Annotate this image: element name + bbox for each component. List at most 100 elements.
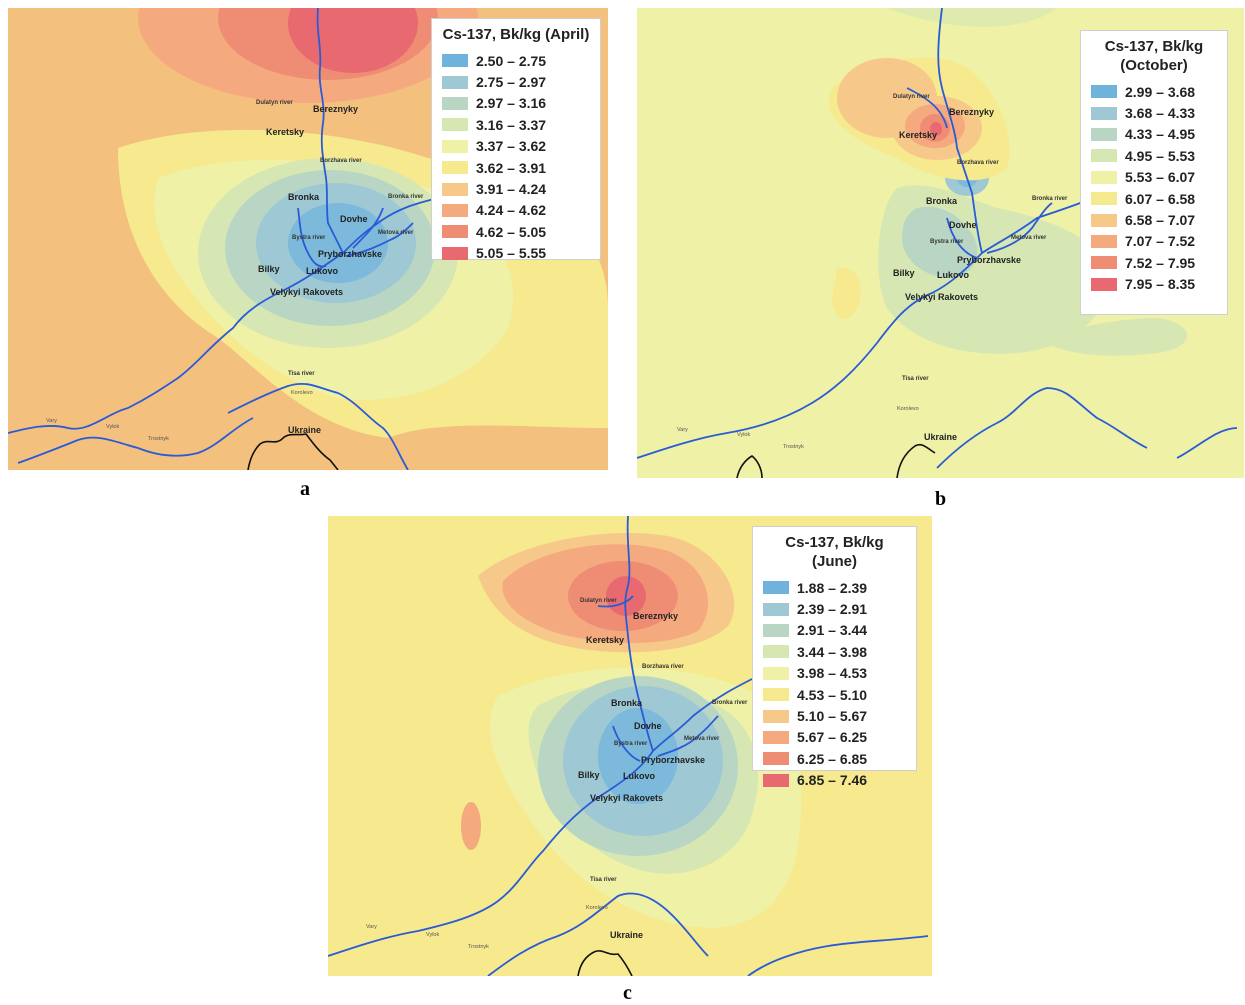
- legend-item: 2.99 – 3.68: [1091, 81, 1217, 102]
- legend-item: 2.97 – 3.16: [442, 93, 590, 114]
- label-borzhava-river: Borzhava river: [320, 158, 362, 164]
- legend-item: 1.88 – 2.39: [763, 577, 906, 598]
- legend-swatch: [763, 709, 789, 723]
- legend-range-label: 3.62 – 3.91: [476, 159, 547, 176]
- legend-range-label: 3.16 – 3.37: [476, 116, 547, 133]
- label-keretsky: Keretsky: [586, 635, 624, 645]
- legend-item: 3.62 – 3.91: [442, 157, 590, 178]
- label-trostnyk: Trostnyk: [468, 944, 489, 950]
- label-bronka: Bronka: [926, 196, 958, 206]
- label-vary: Vary: [366, 924, 377, 930]
- legend-range-label: 3.68 – 4.33: [1125, 105, 1196, 122]
- legend-swatch: [1091, 170, 1117, 184]
- label-pryborzhavske: Pryborzhavske: [641, 755, 705, 765]
- zone-6.07-6.58-c: [832, 267, 861, 319]
- label-bronka-river: Bronka river: [712, 700, 748, 706]
- label-bronka: Bronka: [611, 698, 643, 708]
- label-lukovo: Lukovo: [306, 266, 339, 276]
- label-bilky: Bilky: [893, 268, 915, 278]
- label-borzhava-river: Borzhava river: [642, 664, 684, 670]
- legend-swatch: [442, 96, 468, 110]
- legend-range-label: 2.50 – 2.75: [476, 52, 547, 69]
- label-bereznyky: Bereznyky: [949, 107, 994, 117]
- legend-range-label: 2.91 – 3.44: [797, 622, 868, 639]
- legend-item: 2.91 – 3.44: [763, 620, 906, 641]
- legend-swatch: [1091, 106, 1117, 120]
- label-vary: Vary: [46, 418, 57, 424]
- label-vary: Vary: [677, 427, 688, 433]
- panel-label-c: c: [623, 982, 632, 1004]
- legend-swatch: [763, 688, 789, 702]
- label-metova-river: Metova river: [684, 736, 720, 742]
- legend-title: Cs-137, Bk/kg (June): [785, 534, 884, 570]
- label-korolevo: Korolevo: [897, 406, 919, 412]
- legend-swatch: [763, 581, 789, 595]
- label-velykyi-rakovets: Velykyi Rakovets: [590, 793, 663, 803]
- legend-swatch: [442, 54, 468, 68]
- legend-range-label: 6.25 – 6.85: [797, 750, 868, 767]
- legend-swatch: [1091, 256, 1117, 270]
- label-pryborzhavske: Pryborzhavske: [957, 255, 1021, 265]
- legend-range-label: 6.85 – 7.46: [797, 772, 868, 789]
- label-ukraine: Ukraine: [288, 425, 321, 435]
- legend-item: 4.62 – 5.05: [442, 221, 590, 242]
- legend-item: 3.16 – 3.37: [442, 114, 590, 135]
- legend-june: Cs-137, Bk/kg (June) 1.88 – 2.39 2.39 – 2…: [752, 526, 917, 788]
- label-pryborzhavske: Pryborzhavske: [318, 249, 382, 259]
- river-network: [328, 516, 929, 976]
- state-border: [736, 455, 763, 478]
- label-vylok: Vylok: [106, 424, 119, 430]
- legend-swatch: [763, 623, 789, 637]
- legend-swatch: [763, 730, 789, 744]
- label-keretsky: Keretsky: [899, 130, 937, 140]
- label-dulatyn-river: Dulatyn river: [256, 100, 293, 106]
- label-metova-river: Metova river: [378, 230, 414, 236]
- legend-item: 5.10 – 5.67: [763, 705, 906, 726]
- legend-swatch: [1091, 85, 1117, 99]
- zone-1.88-2.39: [598, 708, 678, 804]
- legend-swatch: [763, 645, 789, 659]
- legend-swatch: [1091, 149, 1117, 163]
- legend-swatch: [1091, 277, 1117, 291]
- legend-item: 5.67 – 6.25: [763, 727, 906, 748]
- legend-item: 4.95 – 5.53: [1091, 145, 1217, 166]
- label-bystra-river: Bystra river: [292, 235, 326, 241]
- legend-rows: 2.50 – 2.75 2.75 – 2.97 2.97 – 3.16 3.16 – …: [442, 50, 590, 264]
- legend-item: 4.33 – 4.95: [1091, 124, 1217, 145]
- legend-item: 7.07 – 7.52: [1091, 231, 1217, 252]
- label-tisa-river: Tisa river: [590, 877, 617, 883]
- legend-title: Cs-137, Bk/kg (April): [442, 26, 590, 43]
- legend-october: Cs-137, Bk/kg (October) 2.99 – 3.68 3.68 …: [1080, 30, 1228, 315]
- legend-range-label: 5.05 – 5.55: [476, 245, 547, 262]
- label-bereznyky: Bereznyky: [633, 611, 678, 621]
- zone-4.95-5.53-c: [1037, 318, 1187, 356]
- legend-title-line2: (October): [1120, 57, 1188, 74]
- label-bilky: Bilky: [578, 770, 600, 780]
- legend-swatch: [1091, 192, 1117, 206]
- legend-item: 7.95 – 8.35: [1091, 274, 1217, 295]
- map-panel-april: Dulatyn river Bereznyky Keretsky Borzhav…: [8, 8, 608, 470]
- label-lukovo: Lukovo: [623, 771, 656, 781]
- legend-item: 2.75 – 2.97: [442, 71, 590, 92]
- legend-swatch: [763, 666, 789, 680]
- legend-swatch: [442, 161, 468, 175]
- label-korolevo: Korolevo: [586, 905, 608, 911]
- legend-range-label: 2.39 – 2.91: [797, 601, 868, 618]
- legend-item: 3.37 – 3.62: [442, 136, 590, 157]
- legend-item: 6.25 – 6.85: [763, 748, 906, 769]
- legend-range-label: 4.24 – 4.62: [476, 202, 547, 219]
- label-vylok: Vylok: [737, 432, 750, 438]
- legend-swatch: [763, 602, 789, 616]
- state-border: [247, 433, 339, 470]
- label-ukraine: Ukraine: [610, 930, 643, 940]
- river-network: [8, 8, 484, 470]
- legend-item: 6.58 – 7.07: [1091, 209, 1217, 230]
- legend-range-label: 3.37 – 3.62: [476, 138, 547, 155]
- legend-swatch: [1091, 213, 1117, 227]
- label-metova-river: Metova river: [1011, 235, 1047, 241]
- label-lukovo: Lukovo: [937, 270, 970, 280]
- legend-swatch: [442, 75, 468, 89]
- label-bystra-river: Bystra river: [614, 741, 648, 747]
- label-bronka-river: Bronka river: [388, 194, 424, 200]
- legend-range-label: 5.10 – 5.67: [797, 708, 868, 725]
